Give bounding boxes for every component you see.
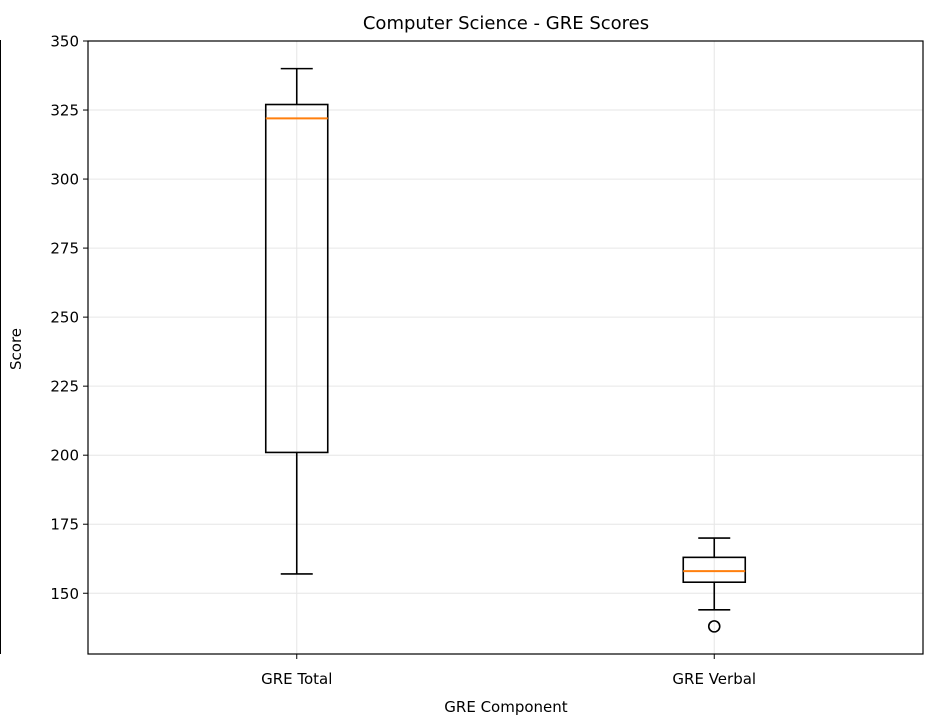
y-tick-label: 250 [50,309,79,327]
left-edge-rule [0,40,1,654]
plot-frame [87,40,924,655]
y-tick-label: 200 [50,447,79,465]
y-tick-label: 175 [50,516,79,534]
y-tick-label: 350 [50,33,79,51]
boxes [264,67,747,633]
x-tick-label: GRE Verbal [672,670,756,688]
y-axis-label: Score [7,328,25,370]
y-tick-label: 150 [50,585,79,603]
iqr-box [264,103,329,454]
chart-title: Computer Science - GRE Scores [363,13,649,34]
y-tick-label: 225 [50,378,79,396]
x-axis-ticks: GRE Total GRE Verbal [261,654,756,688]
iqr-box [682,556,747,584]
y-tick-label: 325 [50,102,79,120]
grid-lines [88,40,923,654]
y-tick-label: 300 [50,171,79,189]
outlier-point [707,620,721,633]
x-tick-label: GRE Total [261,670,332,688]
y-axis-ticks: 150 175 200 225 250 275 300 325 350 [50,33,88,603]
x-axis-label: GRE Component [444,698,567,716]
y-tick-label: 275 [50,240,79,258]
